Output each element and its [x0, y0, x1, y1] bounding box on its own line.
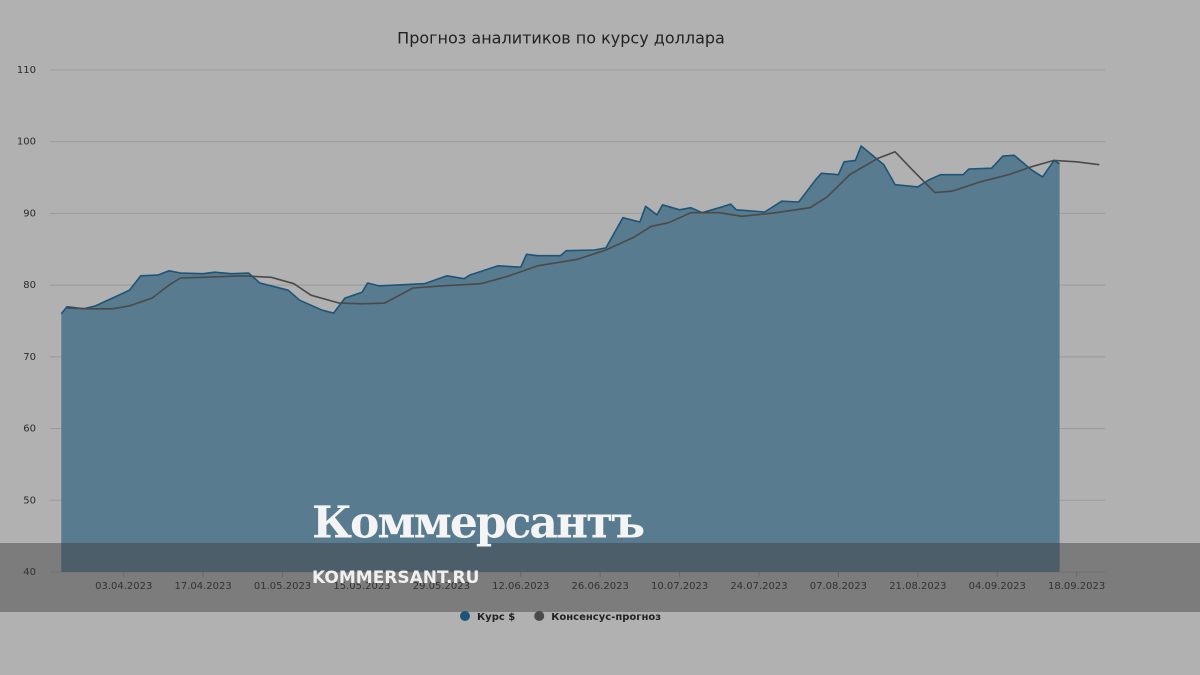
- legend-label: Курс $: [477, 612, 515, 623]
- series-line: [66, 151, 1100, 310]
- x-tick-label: 24.07.2023: [730, 581, 787, 592]
- y-tick-label: 40: [23, 567, 36, 578]
- y-tick-label: 80: [23, 280, 36, 291]
- x-tick-label: 01.05.2023: [254, 581, 311, 592]
- y-tick-label: 50: [23, 495, 36, 506]
- watermark-band: [0, 543, 1200, 612]
- x-tick-label: 10.07.2023: [651, 581, 708, 592]
- y-tick-label: 100: [17, 137, 36, 148]
- x-tick-label: 03.04.2023: [95, 581, 152, 592]
- y-tick-label: 70: [23, 352, 36, 363]
- x-tick-label: 04.09.2023: [969, 581, 1026, 592]
- series-line: [60, 145, 1061, 315]
- x-tick-label: 29.05.2023: [413, 581, 470, 592]
- x-tick-label: 18.09.2023: [1048, 581, 1105, 592]
- x-tick-label: 21.08.2023: [889, 581, 946, 592]
- chart-title: Прогноз аналитиков по курсу доллара: [397, 29, 725, 48]
- watermark-site: KOMMERSANT.RU: [312, 568, 479, 588]
- watermark-brand: Коммерсантъ: [312, 498, 644, 549]
- y-tick-label: 90: [23, 208, 36, 219]
- x-tick-label: 12.06.2023: [492, 581, 549, 592]
- x-tick-label: 26.06.2023: [572, 581, 629, 592]
- legend-marker: [460, 611, 470, 621]
- legend-label: Консенсус-прогноз: [551, 612, 661, 623]
- y-tick-label: 110: [17, 65, 36, 76]
- y-tick-label: 60: [23, 424, 36, 435]
- x-tick-label: 17.04.2023: [175, 581, 232, 592]
- area-fill: [61, 146, 1060, 572]
- legend-marker: [534, 611, 545, 621]
- x-tick-label: 07.08.2023: [810, 581, 867, 592]
- x-tick-label: 15.05.2023: [333, 581, 390, 592]
